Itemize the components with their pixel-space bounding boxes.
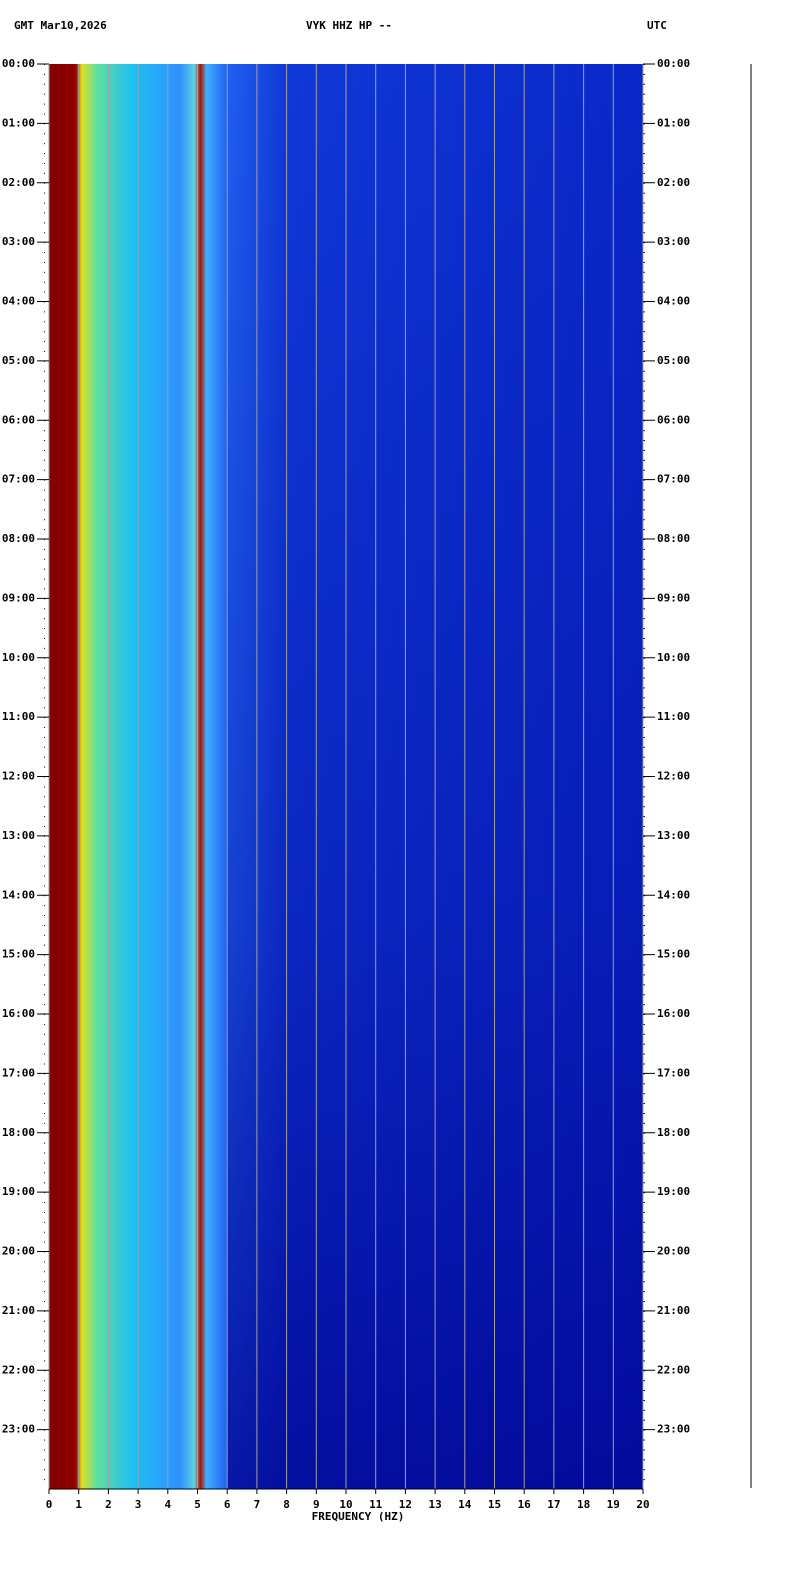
- x-tick-label: 19: [607, 1498, 620, 1511]
- y-tick-label: 15:00: [2, 948, 35, 961]
- x-tick-label: 0: [46, 1498, 53, 1511]
- y-tick-label: 06:00: [657, 413, 690, 426]
- y-tick-label: 03:00: [2, 235, 35, 248]
- x-tick-label: 14: [458, 1498, 472, 1511]
- y-tick-label: 05:00: [657, 354, 690, 367]
- x-tick-label: 6: [224, 1498, 231, 1511]
- y-tick-label: 11:00: [657, 710, 690, 723]
- x-tick-label: 16: [518, 1498, 532, 1511]
- y-tick-label: 05:00: [2, 354, 35, 367]
- y-tick-label: 12:00: [657, 770, 690, 783]
- y-tick-label: 11:00: [2, 710, 35, 723]
- y-tick-label: 04:00: [2, 295, 35, 308]
- x-tick-label: 15: [488, 1498, 501, 1511]
- x-tick-label: 7: [254, 1498, 261, 1511]
- x-tick-label: 10: [339, 1498, 352, 1511]
- y-tick-label: 09:00: [657, 591, 690, 604]
- y-tick-label: 17:00: [2, 1066, 35, 1079]
- y-tick-label: 23:00: [657, 1423, 690, 1436]
- y-tick-label: 04:00: [657, 295, 690, 308]
- y-tick-label: 20:00: [657, 1245, 690, 1258]
- y-tick-label: 16:00: [2, 1007, 35, 1020]
- x-tick-label: 9: [313, 1498, 320, 1511]
- timezone-label: UTC: [647, 19, 667, 32]
- y-tick-label: 10:00: [2, 651, 35, 664]
- x-tick-label: 2: [105, 1498, 112, 1511]
- y-tick-label: 10:00: [657, 651, 690, 664]
- y-tick-label: 00:00: [657, 57, 690, 70]
- chart-title: VYK HHZ HP --: [306, 19, 392, 32]
- y-tick-label: 15:00: [657, 948, 690, 961]
- y-tick-label: 16:00: [657, 1007, 690, 1020]
- y-tick-label: 09:00: [2, 591, 35, 604]
- y-tick-label: 00:00: [2, 57, 35, 70]
- y-tick-label: 01:00: [657, 116, 690, 129]
- x-tick-label: 3: [135, 1498, 142, 1511]
- y-tick-label: 02:00: [2, 176, 35, 189]
- x-tick-label: 13: [428, 1498, 441, 1511]
- x-tick-label: 4: [164, 1498, 171, 1511]
- y-tick-label: 22:00: [2, 1363, 35, 1376]
- x-tick-label: 12: [399, 1498, 412, 1511]
- x-tick-label: 1: [75, 1498, 82, 1511]
- date-label: GMT Mar10,2026: [14, 19, 107, 32]
- x-axis-title: FREQUENCY (HZ): [312, 1510, 405, 1523]
- y-tick-label: 01:00: [2, 116, 35, 129]
- y-tick-label: 03:00: [657, 235, 690, 248]
- x-tick-label: 18: [577, 1498, 590, 1511]
- y-tick-label: 14:00: [657, 888, 690, 901]
- x-tick-label: 20: [636, 1498, 649, 1511]
- y-tick-label: 21:00: [657, 1304, 690, 1317]
- y-tick-label: 18:00: [657, 1126, 690, 1139]
- y-tick-label: 21:00: [2, 1304, 35, 1317]
- y-tick-label: 18:00: [2, 1126, 35, 1139]
- y-tick-label: 02:00: [657, 176, 690, 189]
- y-tick-label: 07:00: [2, 473, 35, 486]
- y-tick-label: 20:00: [2, 1245, 35, 1258]
- y-tick-label: 23:00: [2, 1423, 35, 1436]
- y-tick-label: 17:00: [657, 1066, 690, 1079]
- y-tick-label: 13:00: [657, 829, 690, 842]
- y-tick-label: 14:00: [2, 888, 35, 901]
- x-tick-label: 17: [547, 1498, 560, 1511]
- y-tick-label: 19:00: [657, 1185, 690, 1198]
- y-tick-label: 08:00: [657, 532, 690, 545]
- x-tick-label: 8: [283, 1498, 290, 1511]
- y-tick-label: 06:00: [2, 413, 35, 426]
- x-tick-label: 11: [369, 1498, 383, 1511]
- y-tick-label: 08:00: [2, 532, 35, 545]
- y-tick-label: 12:00: [2, 770, 35, 783]
- y-tick-label: 19:00: [2, 1185, 35, 1198]
- y-tick-label: 22:00: [657, 1363, 690, 1376]
- x-tick-label: 5: [194, 1498, 201, 1511]
- y-tick-label: 13:00: [2, 829, 35, 842]
- y-tick-label: 07:00: [657, 473, 690, 486]
